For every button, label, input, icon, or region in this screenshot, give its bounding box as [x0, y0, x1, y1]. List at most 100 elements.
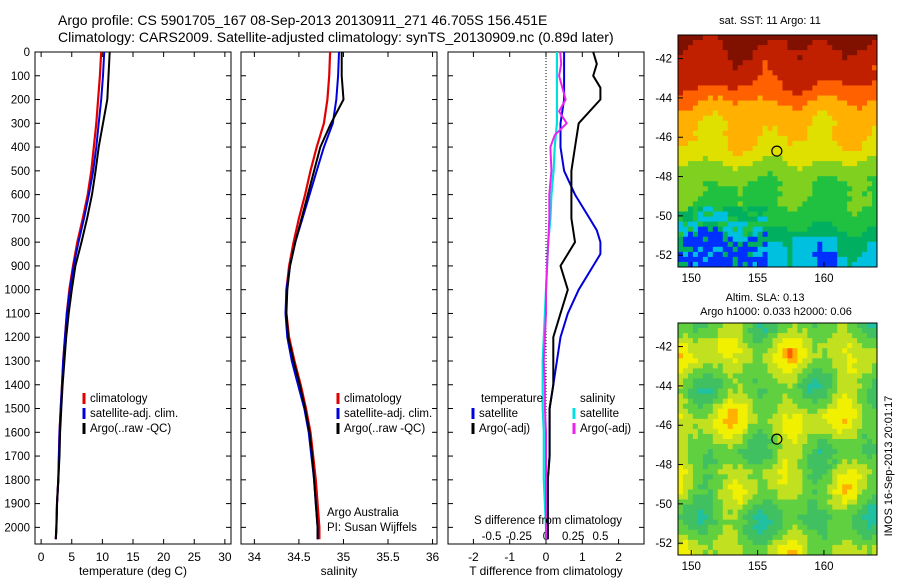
- map-cell: [727, 171, 734, 177]
- map-cell: [712, 323, 719, 329]
- map-cell: [752, 449, 759, 455]
- map-cell: [752, 509, 759, 516]
- map-cell: [797, 125, 803, 132]
- map-cell: [857, 499, 863, 506]
- map-cell: [837, 95, 843, 102]
- map-cell: [762, 211, 769, 218]
- map-cell: [827, 388, 833, 395]
- map-cell: [707, 105, 714, 112]
- map-cell: [732, 378, 739, 385]
- map-cell: [747, 151, 754, 157]
- map-cell: [777, 221, 783, 228]
- map-cell: [812, 236, 818, 243]
- map-cell: [817, 211, 823, 218]
- map-cell: [737, 100, 744, 107]
- map-cell: [872, 413, 878, 420]
- map-cell: [747, 236, 754, 243]
- map-cell: [757, 50, 764, 56]
- map-cell: [857, 60, 863, 66]
- map-cell: [822, 251, 828, 258]
- map-cell: [812, 40, 818, 46]
- map-cell: [787, 156, 793, 162]
- map-cell: [757, 484, 764, 490]
- map-cell: [812, 226, 818, 233]
- map-cell: [822, 115, 828, 122]
- map-cell: [757, 454, 764, 460]
- map-cell: [862, 368, 868, 374]
- map-cell: [707, 80, 714, 86]
- map-cell: [752, 140, 759, 147]
- map-cell: [827, 55, 833, 61]
- map-cell: [852, 534, 858, 541]
- map-cell: [797, 544, 803, 551]
- map-cell: [767, 428, 774, 435]
- map-cell: [867, 428, 873, 435]
- map-cell: [832, 378, 838, 385]
- map-cell: [747, 231, 754, 238]
- map-cell: [732, 201, 739, 207]
- map-cell: [692, 181, 699, 187]
- map-cell: [717, 85, 724, 91]
- map-cell: [742, 524, 749, 531]
- map-cell: [732, 105, 739, 112]
- map-cell: [852, 151, 858, 157]
- map-cell: [687, 60, 694, 66]
- map-cell: [727, 544, 734, 551]
- map-cell: [707, 191, 714, 197]
- map-cell: [862, 358, 868, 364]
- map-cell: [837, 323, 843, 329]
- map-cell: [717, 444, 724, 450]
- map-cell: [847, 373, 853, 379]
- map-cell: [787, 231, 793, 238]
- map-cell: [742, 373, 749, 379]
- map-cell: [777, 45, 783, 51]
- map-cell: [682, 504, 689, 511]
- map-cell: [732, 80, 739, 86]
- map-cell: [867, 55, 873, 61]
- map-cell: [717, 328, 724, 334]
- map-cell: [687, 135, 694, 142]
- map-cell: [847, 45, 853, 51]
- map-cell: [842, 544, 848, 551]
- map-cell: [682, 499, 689, 506]
- map-cell: [717, 358, 724, 364]
- map-cell: [772, 484, 778, 490]
- map-cell: [842, 241, 848, 248]
- map-cell: [872, 226, 878, 233]
- map-cell: [742, 469, 749, 475]
- map-cell: [732, 534, 739, 541]
- map-cell: [737, 40, 744, 46]
- temperature-xlabel: temperature (deg C): [79, 564, 187, 578]
- map-cell: [732, 524, 739, 531]
- map-cell: [802, 358, 808, 364]
- sla-map-frame: [677, 322, 878, 556]
- map-cell: [687, 333, 694, 339]
- map-cell: [747, 35, 754, 41]
- map-cell: [807, 201, 813, 207]
- map-cell: [752, 35, 759, 41]
- map-cell: [822, 343, 828, 349]
- map-cell: [727, 343, 734, 349]
- map-cell: [732, 216, 739, 223]
- map-cell: [757, 135, 764, 142]
- map-cell: [687, 161, 694, 167]
- map-cell: [822, 156, 828, 162]
- map-cell: [847, 333, 853, 339]
- map-cell: [862, 363, 868, 369]
- map-cell: [722, 439, 729, 445]
- map-cell: [837, 428, 843, 435]
- map-cell: [872, 206, 878, 213]
- map-cell: [722, 176, 729, 182]
- map-cell: [797, 328, 803, 334]
- map-cell: [697, 246, 704, 253]
- map-cell: [837, 393, 843, 400]
- map-cell: [817, 328, 823, 334]
- map-cell: [682, 418, 689, 425]
- map-cell: [717, 428, 724, 435]
- map-cell: [697, 85, 704, 91]
- map-cell: [867, 328, 873, 334]
- map-cell: [827, 363, 833, 369]
- map-cell: [797, 120, 803, 127]
- map-cell: [787, 433, 793, 440]
- map-cell: [777, 509, 783, 516]
